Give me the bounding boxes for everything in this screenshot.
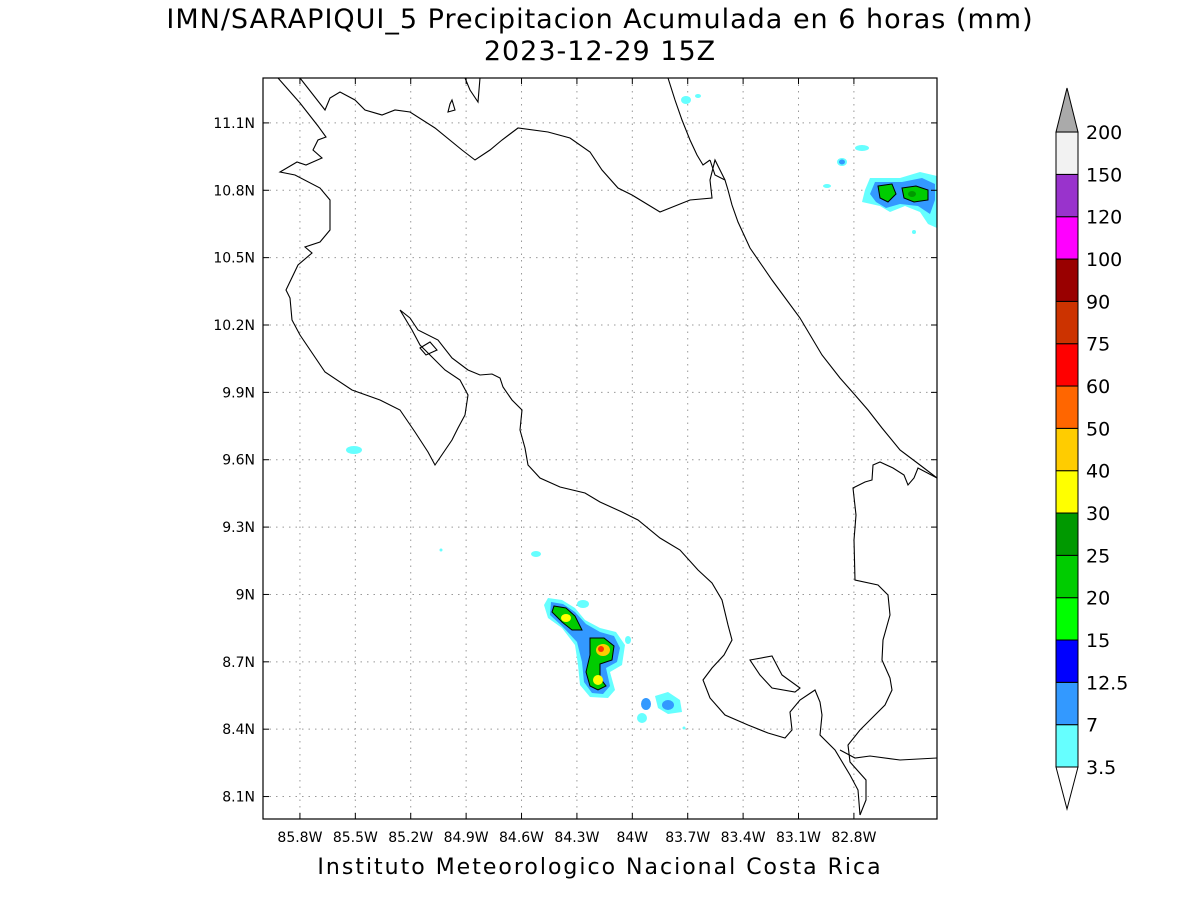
precipitation-field bbox=[346, 94, 937, 730]
nicaragua-lake-shore bbox=[464, 78, 481, 104]
colorbar-swatch bbox=[1055, 470, 1079, 514]
colorbar-label: 40 bbox=[1086, 461, 1110, 483]
colorbar-swatch bbox=[1055, 258, 1079, 302]
y-tick-label: 11.1N bbox=[213, 116, 255, 132]
colorbar-swatch bbox=[1055, 131, 1079, 175]
y-tick-label: 10.2N bbox=[213, 318, 255, 334]
colorbar-label: 20 bbox=[1086, 588, 1110, 610]
coastline bbox=[277, 78, 937, 816]
y-tick-label: 10.5N bbox=[213, 251, 255, 267]
colorbar-swatch bbox=[1055, 343, 1079, 387]
x-axis: 85.8W 85.5W 85.2W 84.9W 84.6W 84.3W 84W 83.7W 83… bbox=[277, 78, 877, 846]
colorbar-swatch bbox=[1055, 385, 1079, 429]
colorbar-label: 100 bbox=[1086, 249, 1122, 271]
x-tick-label: 85.5W bbox=[333, 830, 378, 846]
panama-border bbox=[847, 461, 937, 816]
credit-text: Instituto Meteorologico Nacional Costa R… bbox=[317, 855, 883, 880]
island-2 bbox=[419, 341, 438, 356]
y-tick-label: 10.8N bbox=[213, 183, 255, 199]
y-tick-label: 9N bbox=[236, 587, 255, 603]
x-tick-label: 83.7W bbox=[665, 830, 710, 846]
y-axis: 11.1N 10.8N 10.5N 10.2N 9.9N 9.6N 9.3N 9N 8.7N 8.… bbox=[213, 116, 937, 806]
colorbar-label: 25 bbox=[1086, 545, 1110, 567]
colorbar-label: 15 bbox=[1086, 630, 1110, 652]
precip-cluster-south bbox=[439, 548, 686, 730]
colorbar-label: 50 bbox=[1086, 418, 1110, 440]
colorbar-swatch bbox=[1055, 554, 1079, 599]
colorbar-swatch bbox=[1055, 597, 1079, 641]
chart-title: IMN/SARAPIQUI_5 Precipitacion Acumulada … bbox=[166, 4, 1034, 35]
colorbar-label: 200 bbox=[1086, 122, 1122, 144]
x-tick-label: 85.8W bbox=[277, 830, 322, 846]
colorbar-bottom-arrow bbox=[1055, 766, 1079, 811]
colorbar-swatch bbox=[1055, 216, 1079, 260]
x-tick-label: 85.2W bbox=[388, 830, 433, 846]
colorbar-swatch bbox=[1055, 173, 1079, 218]
nicaragua-east-coast bbox=[667, 78, 711, 166]
colorbar-swatch bbox=[1055, 427, 1079, 472]
colorbar-top-arrow bbox=[1055, 87, 1079, 133]
map-frame bbox=[262, 77, 938, 820]
y-tick-label: 9.3N bbox=[222, 520, 255, 536]
x-tick-label: 82.8W bbox=[831, 830, 876, 846]
y-tick-label: 9.6N bbox=[222, 453, 255, 469]
x-tick-label: 84.6W bbox=[499, 830, 544, 846]
colorbar-swatch bbox=[1055, 639, 1079, 683]
nicaragua-border bbox=[299, 78, 726, 213]
colorbar-swatch bbox=[1055, 724, 1079, 768]
colorbar: 3.5 7 12.5 15 20 25 30 40 50 60 75 90 100 120 150 200 bbox=[1055, 87, 1128, 811]
y-tick-label: 9.9N bbox=[222, 385, 255, 401]
island-1 bbox=[447, 98, 456, 113]
y-tick-label: 8.4N bbox=[222, 722, 255, 738]
south-coast bbox=[839, 749, 937, 761]
colorbar-label: 12.5 bbox=[1086, 672, 1128, 694]
pacific-coastline bbox=[277, 78, 861, 816]
colorbar-swatch bbox=[1055, 512, 1079, 556]
y-tick-label: 8.7N bbox=[222, 655, 255, 671]
x-tick-label: 84W bbox=[616, 830, 648, 846]
colorbar-label: 7 bbox=[1086, 715, 1098, 737]
x-tick-label: 83.1W bbox=[776, 830, 821, 846]
colorbar-label: 120 bbox=[1086, 207, 1122, 229]
panama-peninsula bbox=[749, 655, 801, 693]
x-tick-label: 84.3W bbox=[554, 830, 599, 846]
colorbar-label: 3.5 bbox=[1086, 757, 1116, 779]
x-tick-label: 84.9W bbox=[444, 830, 489, 846]
precip-cluster-northeast bbox=[681, 94, 937, 234]
colorbar-swatch bbox=[1055, 300, 1079, 345]
colorbar-label: 150 bbox=[1086, 164, 1122, 186]
colorbar-label: 75 bbox=[1086, 334, 1110, 356]
chart-subtitle: 2023-12-29 15Z bbox=[483, 36, 717, 67]
colorbar-swatch bbox=[1055, 681, 1079, 726]
caribbean-coastline bbox=[709, 159, 937, 479]
colorbar-label: 60 bbox=[1086, 376, 1110, 398]
graticule bbox=[263, 78, 937, 819]
y-tick-label: 8.1N bbox=[222, 790, 255, 806]
colorbar-label: 90 bbox=[1086, 291, 1110, 313]
colorbar-label: 30 bbox=[1086, 503, 1110, 525]
precip-cell-west bbox=[346, 446, 362, 454]
x-tick-label: 83.4W bbox=[721, 830, 766, 846]
